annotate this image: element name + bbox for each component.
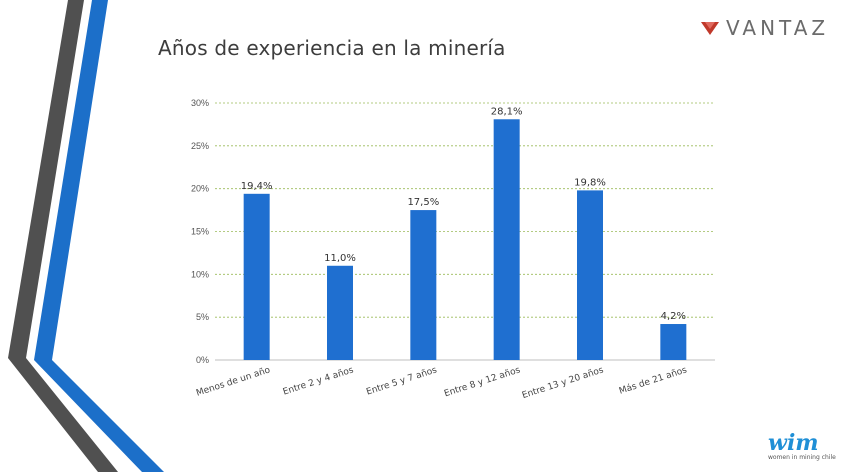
category-label: Entre 2 y 4 años bbox=[282, 365, 355, 397]
bar bbox=[327, 265, 353, 360]
wim-logo: wim women in mining chile bbox=[768, 430, 836, 461]
y-tick-label: 25% bbox=[191, 141, 209, 151]
data-label: 19,8% bbox=[574, 177, 606, 188]
y-tick-label: 0% bbox=[196, 355, 209, 365]
bar bbox=[410, 210, 437, 360]
vantaz-gem-icon bbox=[701, 22, 719, 35]
category-label: Entre 13 y 20 años bbox=[521, 365, 605, 401]
y-tick-label: 30% bbox=[191, 98, 209, 108]
category-labels: Menos de un año Entre 2 y 4 años Entre 5 y… bbox=[195, 365, 688, 401]
bar bbox=[577, 190, 603, 360]
y-axis-ticks: 0% 5% 10% 15% 20% 25% 30% bbox=[191, 98, 209, 365]
wim-tagline: women in mining chile bbox=[768, 454, 836, 461]
category-label: Entre 8 y 12 años bbox=[443, 365, 522, 399]
page-title: Años de experiencia en la minería bbox=[158, 36, 506, 60]
data-label: 11,0% bbox=[324, 253, 356, 264]
bar bbox=[493, 119, 520, 360]
data-label: 17,5% bbox=[407, 197, 439, 208]
category-label: Entre 5 y 7 años bbox=[365, 365, 438, 397]
y-tick-label: 15% bbox=[191, 227, 209, 237]
data-label: 19,4% bbox=[241, 181, 273, 192]
wim-wordmark: wim bbox=[768, 430, 819, 456]
bars bbox=[243, 119, 687, 360]
data-label: 28,1% bbox=[491, 106, 523, 117]
category-label: Más de 21 años bbox=[618, 365, 689, 396]
gridlines bbox=[215, 102, 715, 361]
gray-stripe bbox=[8, 0, 118, 472]
bar bbox=[243, 193, 270, 360]
y-tick-label: 10% bbox=[191, 269, 209, 279]
y-tick-label: 5% bbox=[196, 312, 209, 322]
data-labels: 19,4% 11,0% 17,5% 28,1% 19,8% 4,2% bbox=[241, 106, 686, 322]
y-tick-label: 20% bbox=[191, 184, 209, 194]
data-label: 4,2% bbox=[661, 311, 686, 322]
category-label: Menos de un año bbox=[195, 365, 272, 399]
vantaz-logo: VANTAZ bbox=[700, 16, 829, 40]
vantaz-wordmark: VANTAZ bbox=[726, 16, 830, 40]
blue-stripe bbox=[34, 0, 164, 472]
bar bbox=[660, 324, 687, 360]
